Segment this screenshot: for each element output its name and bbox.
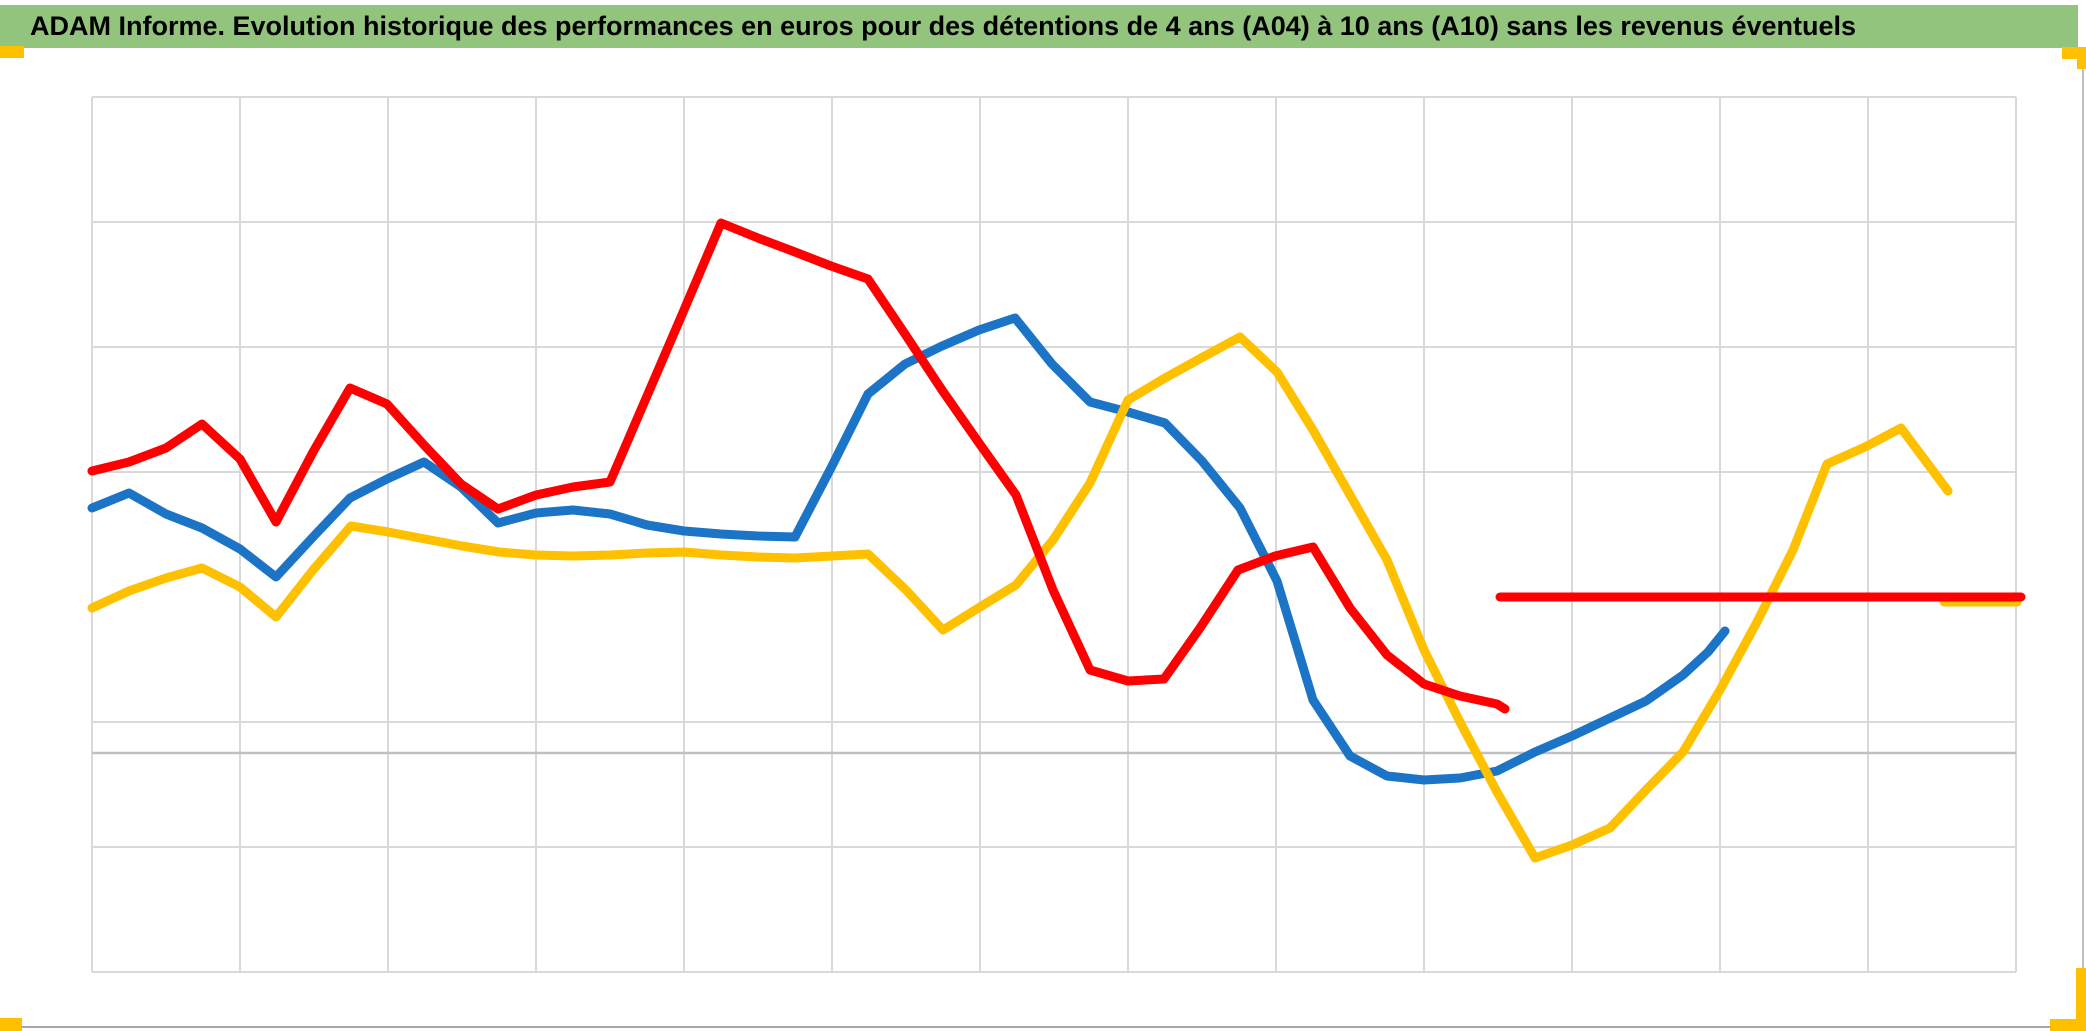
chart-title-bar: ADAM Informe. Evolution historique des p…: [0, 5, 2078, 48]
series-red-line: [87, 218, 1510, 714]
selection-handle-top-right-vertical[interactable]: [2077, 47, 2086, 69]
window-right-border: [2082, 68, 2084, 1026]
series-yellow-line: [87, 332, 1953, 863]
selection-handle-bottom-left[interactable]: [0, 1018, 22, 1031]
selection-handle-bottom-right[interactable]: [2050, 1019, 2086, 1031]
selection-handle-top-left[interactable]: [0, 46, 24, 58]
chart-title-text: ADAM Informe. Evolution historique des p…: [30, 11, 1857, 41]
selection-handle-bottom-right-vertical[interactable]: [2076, 968, 2086, 1030]
window-bottom-border: [0, 1026, 2086, 1028]
